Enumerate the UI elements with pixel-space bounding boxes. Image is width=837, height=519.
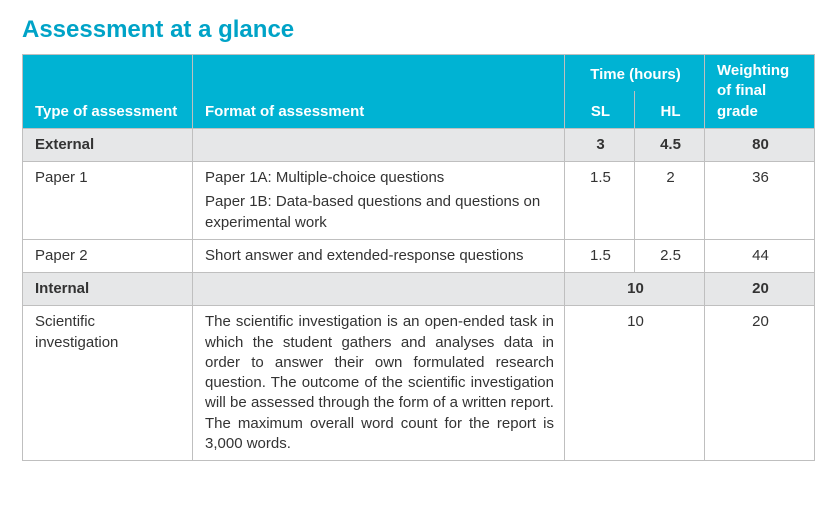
cell-ext-label: External <box>23 128 193 161</box>
cell-p1-format: Paper 1A: Multiple-choice questions Pape… <box>193 162 565 240</box>
cell-ext-hl: 4.5 <box>634 128 704 161</box>
cell-int-label: Internal <box>23 273 193 306</box>
cell-p2-weight: 44 <box>705 239 815 272</box>
cell-sci-format: The scientific investigation is an open-… <box>193 306 565 461</box>
th-hl: HL <box>634 91 704 128</box>
cell-p1-weight: 36 <box>705 162 815 240</box>
cell-p1-sl: 1.5 <box>564 162 634 240</box>
cell-ext-format <box>193 128 565 161</box>
cell-int-format <box>193 273 565 306</box>
cell-p1-label: Paper 1 <box>23 162 193 240</box>
page-title: Assessment at a glance <box>22 16 815 44</box>
cell-ext-weight: 80 <box>705 128 815 161</box>
cell-sci-time: 10 <box>564 306 704 461</box>
th-time-group: Time (hours) <box>564 55 704 92</box>
p1-line-a: Paper 1A: Multiple-choice questions <box>205 168 554 188</box>
p1-line-b: Paper 1B: Data-based questions and quest… <box>205 192 554 233</box>
row-paper2: Paper 2 Short answer and extended-respon… <box>23 239 815 272</box>
row-internal: Internal 10 20 <box>23 273 815 306</box>
cell-p1-hl: 2 <box>634 162 704 240</box>
assessment-table: Type of assessment Format of assessment … <box>22 54 815 461</box>
cell-int-time: 10 <box>564 273 704 306</box>
cell-ext-sl: 3 <box>564 128 634 161</box>
cell-int-weight: 20 <box>705 273 815 306</box>
row-scientific: Scientific investigation The scientific … <box>23 306 815 461</box>
cell-sci-weight: 20 <box>705 306 815 461</box>
th-weight: Weighting of final grade <box>705 55 815 129</box>
cell-p2-hl: 2.5 <box>634 239 704 272</box>
cell-sci-label: Scientific investigation <box>23 306 193 461</box>
th-type: Type of assessment <box>23 55 193 129</box>
th-sl: SL <box>564 91 634 128</box>
row-external: External 3 4.5 80 <box>23 128 815 161</box>
cell-p2-sl: 1.5 <box>564 239 634 272</box>
cell-p2-format: Short answer and extended-response quest… <box>193 239 565 272</box>
th-format: Format of assessment <box>193 55 565 129</box>
cell-p2-label: Paper 2 <box>23 239 193 272</box>
row-paper1: Paper 1 Paper 1A: Multiple-choice questi… <box>23 162 815 240</box>
